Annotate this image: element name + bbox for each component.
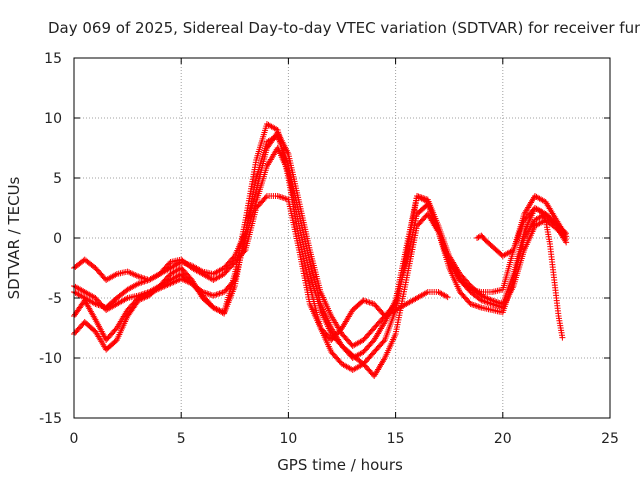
x-axis-label: GPS time / hours <box>277 456 403 474</box>
data-point <box>207 291 214 298</box>
data-point <box>205 291 212 298</box>
series-track-5 <box>71 145 569 379</box>
series-track-6 <box>474 205 566 341</box>
data-point <box>276 193 283 200</box>
data-point <box>214 291 221 298</box>
y-tick-label: 15 <box>44 51 62 67</box>
data-series <box>71 121 570 379</box>
axis-ticks: 0 5 10 15 20 25 -15 -10 -5 0 5 10 15 <box>39 51 619 447</box>
y-tick-label: -10 <box>39 351 62 367</box>
grid <box>74 58 610 418</box>
data-point <box>562 236 569 243</box>
data-point <box>475 303 482 310</box>
y-tick-label: 0 <box>53 231 62 247</box>
data-point <box>444 294 451 301</box>
series-track-4 <box>71 193 451 343</box>
data-point <box>282 195 289 202</box>
data-point <box>213 291 220 298</box>
x-tick-label: 25 <box>601 431 619 447</box>
x-tick-label: 10 <box>279 431 297 447</box>
data-point <box>230 278 237 285</box>
data-point <box>380 338 387 345</box>
data-point <box>280 195 287 202</box>
y-tick-label: 5 <box>53 171 62 187</box>
chart-title: Day 069 of 2025, Sidereal Day-to-day VTE… <box>48 19 640 37</box>
data-point <box>561 234 568 241</box>
data-point <box>211 292 218 299</box>
series-track-1 <box>71 129 570 349</box>
data-point <box>277 194 284 201</box>
x-tick-label: 0 <box>70 431 79 447</box>
x-tick-label: 15 <box>387 431 405 447</box>
data-point <box>559 334 566 341</box>
y-axis-label: SDTVAR / TECUs <box>5 176 23 299</box>
y-tick-label: 10 <box>44 111 62 127</box>
data-point <box>262 194 269 201</box>
data-point <box>216 290 223 297</box>
data-point <box>562 230 569 237</box>
y-tick-label: -5 <box>48 291 62 307</box>
x-tick-label: 20 <box>494 431 512 447</box>
x-tick-label: 5 <box>177 431 186 447</box>
data-point <box>473 303 480 310</box>
data-point <box>365 298 372 305</box>
data-point <box>279 194 286 201</box>
data-point <box>476 304 483 311</box>
data-point <box>363 298 370 305</box>
y-tick-label: -15 <box>39 411 62 427</box>
data-point <box>472 302 479 309</box>
data-point <box>366 299 373 306</box>
